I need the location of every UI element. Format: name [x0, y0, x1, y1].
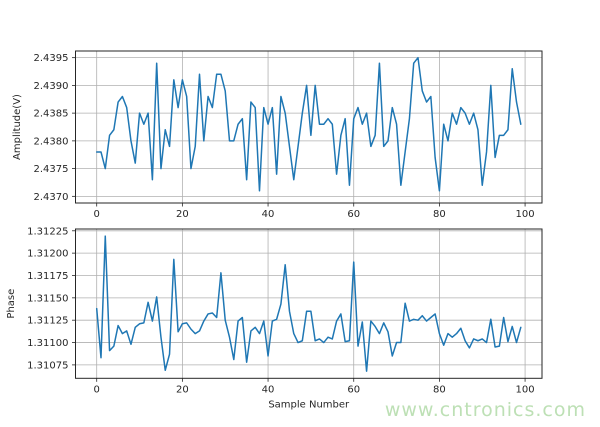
y-axis-label: Amplitude(V) — [12, 94, 23, 160]
y-tick-label: 1.31150 — [27, 293, 68, 304]
phase-subplot: 0 20 40 60 80 100 1.31075 1.31100 1.31125 1.31150… — [6, 226, 543, 410]
y-tick-label: 1.31200 — [27, 249, 68, 260]
watermark: www.cntronics.com — [384, 399, 586, 421]
x-tick-label: 20 — [176, 209, 189, 220]
y-tick-label: 1.31225 — [27, 226, 68, 237]
y-tick-label: 2.4375 — [34, 164, 69, 175]
y-tick-label: 1.31125 — [27, 316, 68, 327]
y-tick-label: 2.4390 — [34, 81, 69, 92]
x-axis-label: Sample Number — [268, 399, 350, 410]
x-tick-label: 80 — [433, 209, 446, 220]
y-tick-label: 1.31175 — [27, 271, 68, 282]
axes-spines — [75, 50, 543, 204]
plot-background — [75, 229, 542, 379]
axes-spines — [75, 228, 543, 379]
x-tick-label: 60 — [347, 209, 360, 220]
plot-background — [75, 51, 542, 203]
x-tick-label: 100 — [516, 209, 535, 220]
x-tick-label: 0 — [94, 209, 100, 220]
x-tick-label: 0 — [94, 384, 100, 395]
amplitude-subplot: 0 20 40 60 80 100 2.4370 2.4375 2.4380 2.4385 2.43… — [12, 50, 543, 220]
y-tick-label: 2.4385 — [34, 109, 69, 120]
x-tick-label: 20 — [176, 384, 189, 395]
amplitude-line-series — [95, 56, 522, 192]
y-tick-label: 2.4370 — [34, 192, 69, 203]
y-tick-label: 1.31100 — [27, 338, 68, 349]
x-tick-label: 100 — [516, 384, 535, 395]
phase-line-series — [95, 235, 522, 372]
x-tick-label: 80 — [433, 384, 446, 395]
y-tick-label: 2.4395 — [34, 53, 69, 64]
y-tick-label: 2.4380 — [34, 136, 69, 147]
y-tick-label: 1.31075 — [27, 360, 68, 371]
y-axis-label: Phase — [6, 289, 17, 319]
x-tick-label: 40 — [262, 209, 275, 220]
x-tick-label: 40 — [262, 384, 275, 395]
x-tick-label: 60 — [347, 384, 360, 395]
